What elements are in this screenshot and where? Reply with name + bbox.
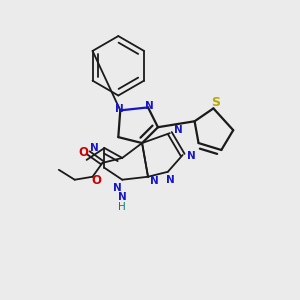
Text: H: H [118,202,126,212]
Text: N: N [145,101,153,111]
Text: N: N [115,104,124,114]
Text: N: N [174,125,183,135]
Text: O: O [79,146,88,160]
Text: O: O [92,174,101,187]
Text: N: N [90,143,99,153]
Text: N: N [167,175,175,185]
Text: N: N [118,192,127,202]
Text: N: N [150,176,158,186]
Text: N: N [113,183,122,193]
Text: S: S [211,96,220,109]
Text: N: N [187,151,196,161]
